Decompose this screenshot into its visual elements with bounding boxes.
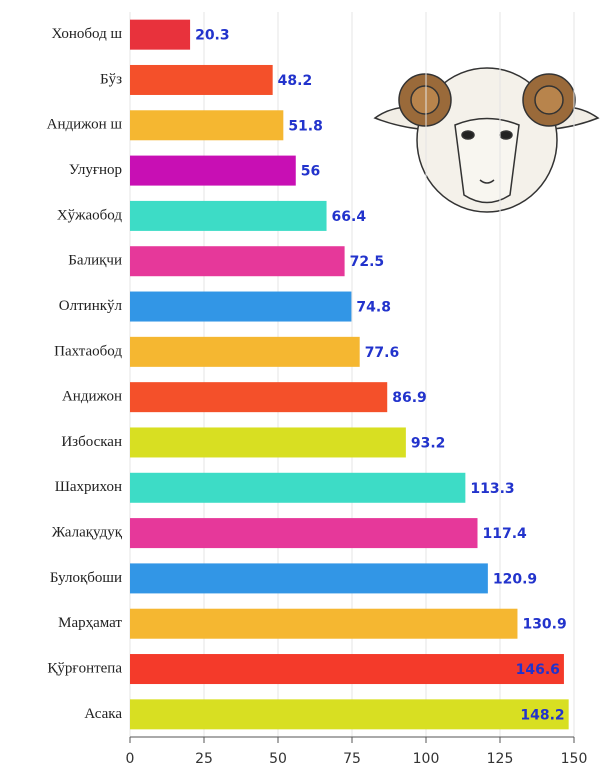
value-label: 120.9 [493,571,537,587]
x-tick-label: 0 [126,751,135,767]
y-tick-label: Улуғнор [69,162,122,178]
y-tick-label: Хўжаобод [57,207,123,223]
y-tick-label: Избоскан [61,434,122,450]
value-label: 146.6 [516,662,560,678]
bar [130,19,191,50]
value-label: 20.3 [195,28,230,44]
y-tick-label: Пахтаобод [54,343,122,359]
value-label: 148.2 [520,707,564,723]
value-label: 130.9 [522,617,566,633]
bar [130,382,388,413]
value-label: 93.2 [411,435,446,451]
y-tick-label: Булоқбоши [50,570,122,586]
sheep-illustration [373,67,600,213]
y-tick-label: Асака [84,706,122,722]
x-tick-label: 75 [343,751,361,767]
x-tick-label: 50 [269,751,287,767]
y-tick-label: Шахрихон [55,479,122,495]
bar [130,699,569,730]
bar [130,155,296,186]
value-label: 48.2 [278,73,313,89]
value-label: 51.8 [288,118,323,134]
y-tick-label: Балиқчи [68,253,122,269]
value-label: 77.6 [365,345,400,361]
y-tick-label: Қўрғонтепа [47,660,122,676]
value-label: 56 [301,164,320,180]
y-tick-label: Марҳамат [58,615,122,631]
bar [130,110,284,141]
x-tick-label: 125 [487,751,514,767]
y-tick-label: Андижон ш [47,117,123,133]
y-tick-label: Бўз [100,71,122,87]
y-tick-label: Олтинкўл [59,298,123,314]
value-label: 66.4 [332,209,367,225]
value-label: 113.3 [470,481,514,497]
bar [130,200,327,231]
bar [130,654,564,685]
x-tick-label: 100 [413,751,440,767]
bar [130,563,488,594]
value-label: 72.5 [350,254,385,270]
bar [130,246,345,277]
x-tick-label: 25 [195,751,213,767]
y-tick-label: Хонобод ш [51,26,122,42]
bar [130,427,406,458]
bar [130,518,478,549]
bar [130,608,518,639]
value-label: 74.8 [356,300,391,316]
y-tick-label: Андижон [62,389,122,405]
bar [130,64,273,95]
y-tick-label: Жалақудуқ [52,525,123,541]
value-label: 86.9 [392,390,427,406]
bar [130,291,352,322]
x-tick-label: 150 [561,751,588,767]
bar [130,472,466,503]
value-label: 117.4 [483,526,528,542]
bar [130,336,360,367]
